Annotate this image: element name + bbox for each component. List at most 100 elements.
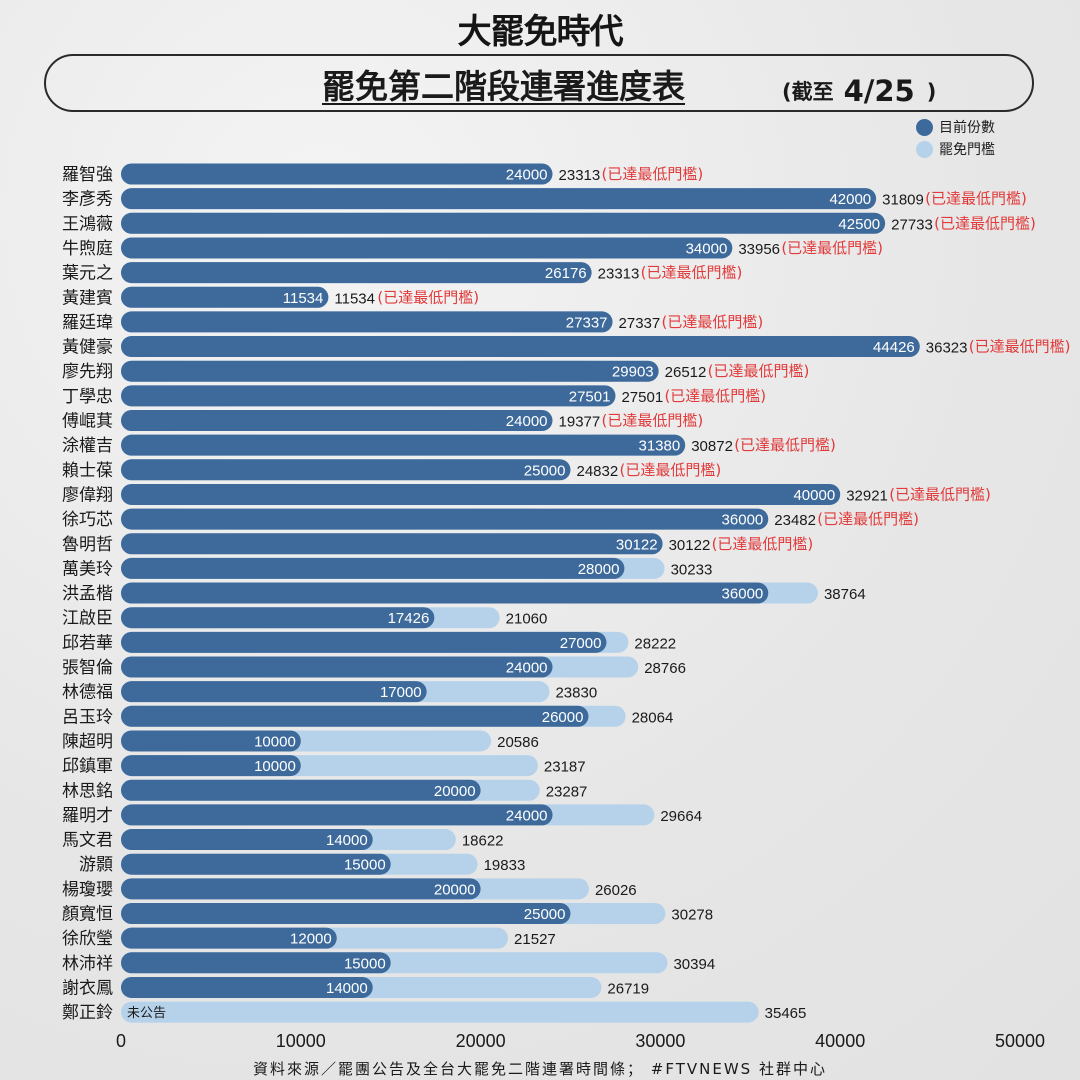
reached-note-label: (已達最低門檻) xyxy=(662,313,764,331)
reached-note-label: (已達最低門檻) xyxy=(889,485,991,503)
threshold-value-label: 30278 xyxy=(671,907,713,924)
current-value-label: 12000 xyxy=(290,931,332,948)
row-name-label: 王鴻薇 xyxy=(62,214,113,234)
current-value-label: 26000 xyxy=(542,709,584,726)
row-name-label: 廖先翔 xyxy=(62,362,113,382)
current-value-label: 27337 xyxy=(566,314,608,331)
threshold-value-label: 23482 xyxy=(774,512,816,529)
source-footer: 資料來源／罷團公告及全台大罷免二階連署時間條； #FTVNEWS 社群中心 xyxy=(253,1060,827,1078)
threshold-value-label: 23313 xyxy=(598,266,640,283)
current-value-label: 28000 xyxy=(578,561,620,578)
reached-note-label: (已達最低門檻) xyxy=(602,165,704,183)
row-name-label: 楊瓊瓔 xyxy=(62,880,113,900)
current-value-label: 17000 xyxy=(380,684,422,701)
row-name-label: 林思銘 xyxy=(62,781,113,801)
current-value-label: 14000 xyxy=(326,832,368,849)
current-value-label: 42500 xyxy=(838,216,880,233)
threshold-value-label: 21527 xyxy=(514,931,556,948)
x-tick-label: 20000 xyxy=(456,1031,506,1051)
current-value-label: 42000 xyxy=(829,191,871,208)
row-name-label: 游顥 xyxy=(79,855,113,875)
threshold-value-label: 31809 xyxy=(882,192,924,209)
row-name-label: 葉元之 xyxy=(62,264,113,284)
current-bar xyxy=(121,336,920,358)
current-value-label: 24000 xyxy=(506,167,548,184)
current-bar xyxy=(121,360,659,382)
current-bar xyxy=(121,286,329,308)
current-bar xyxy=(121,459,571,481)
x-tick-label: 40000 xyxy=(815,1031,865,1051)
row-name-label: 羅智強 xyxy=(62,165,113,185)
row-name-label: 張智倫 xyxy=(62,658,113,678)
threshold-value-label: 24832 xyxy=(577,463,619,480)
unannounced-label: 未公告 xyxy=(127,1006,166,1021)
x-tick-label: 30000 xyxy=(635,1031,685,1051)
current-bar xyxy=(121,508,769,530)
threshold-value-label: 26512 xyxy=(665,364,707,381)
current-bar xyxy=(121,853,391,875)
threshold-value-label: 27501 xyxy=(621,389,663,406)
legend-swatch-threshold xyxy=(916,140,933,158)
current-bar xyxy=(121,582,769,604)
legend-swatch-current xyxy=(916,118,933,136)
current-bar xyxy=(121,410,553,431)
current-bar xyxy=(121,483,841,505)
current-bar xyxy=(121,557,625,579)
current-value-label: 27000 xyxy=(560,635,602,652)
threshold-value-label: 20586 xyxy=(497,734,539,751)
threshold-value-label: 30394 xyxy=(673,956,715,973)
current-value-label: 31380 xyxy=(638,438,680,455)
threshold-value-label: 30122 xyxy=(669,537,711,554)
reached-note-label: (已達最低門檻) xyxy=(620,461,722,479)
threshold-value-label: 38764 xyxy=(824,586,866,603)
title-frame xyxy=(44,54,1034,112)
date-note-suffix: ) xyxy=(926,80,937,104)
current-bar xyxy=(121,681,427,703)
row-name-label: 牛煦庭 xyxy=(62,239,113,259)
threshold-value-label: 28222 xyxy=(634,635,676,652)
current-value-label: 36000 xyxy=(722,512,764,529)
current-value-label: 27501 xyxy=(569,388,611,405)
threshold-value-label: 27337 xyxy=(619,315,661,332)
threshold-bar xyxy=(121,1001,759,1023)
reached-note-label: (已達最低門檻) xyxy=(712,535,814,553)
row-name-label: 萬美玲 xyxy=(62,559,113,579)
x-tick-label: 10000 xyxy=(276,1031,326,1051)
threshold-value-label: 23830 xyxy=(555,685,597,702)
current-value-label: 24000 xyxy=(506,413,548,430)
threshold-value-label: 11534 xyxy=(334,290,375,307)
current-value-label: 11534 xyxy=(283,290,324,307)
current-value-label: 17426 xyxy=(388,610,430,627)
current-bar xyxy=(121,927,337,949)
threshold-value-label: 28766 xyxy=(644,660,686,677)
threshold-value-label: 26719 xyxy=(607,980,649,997)
current-bar xyxy=(121,631,607,653)
reached-note-label: (已達最低門檻) xyxy=(817,510,919,528)
current-bar xyxy=(121,903,571,924)
legend-label-current: 目前份數 xyxy=(939,120,995,136)
threshold-value-label: 32921 xyxy=(846,487,888,504)
current-value-label: 25000 xyxy=(524,906,566,923)
reached-note-label: (已達最低門檻) xyxy=(934,214,1036,232)
legend-item-threshold: 罷免門檻 xyxy=(916,138,995,160)
threshold-value-label: 21060 xyxy=(506,611,548,628)
date-note: (截至 4/25) xyxy=(782,72,937,108)
row-name-label: 馬文君 xyxy=(62,831,113,851)
threshold-value-label: 33956 xyxy=(738,241,780,258)
threshold-value-label: 19377 xyxy=(559,414,601,431)
x-tick-label: 0 xyxy=(116,1031,126,1051)
reached-note-label: (已達最低門檻) xyxy=(377,288,479,306)
current-bar xyxy=(121,656,553,678)
row-name-label: 洪孟楷 xyxy=(62,584,113,604)
row-name-label: 羅明才 xyxy=(62,806,113,826)
threshold-value-label: 26026 xyxy=(595,882,637,899)
threshold-value-label: 19833 xyxy=(484,857,526,874)
current-value-label: 24000 xyxy=(506,807,548,824)
x-tick-label: 50000 xyxy=(995,1031,1045,1051)
current-bar xyxy=(121,804,553,826)
row-name-label: 涂權吉 xyxy=(62,436,113,456)
threshold-value-label: 27733 xyxy=(891,216,933,233)
row-name-label: 陳超明 xyxy=(62,732,113,752)
brand-logo: 大罷免時代 xyxy=(457,12,624,52)
